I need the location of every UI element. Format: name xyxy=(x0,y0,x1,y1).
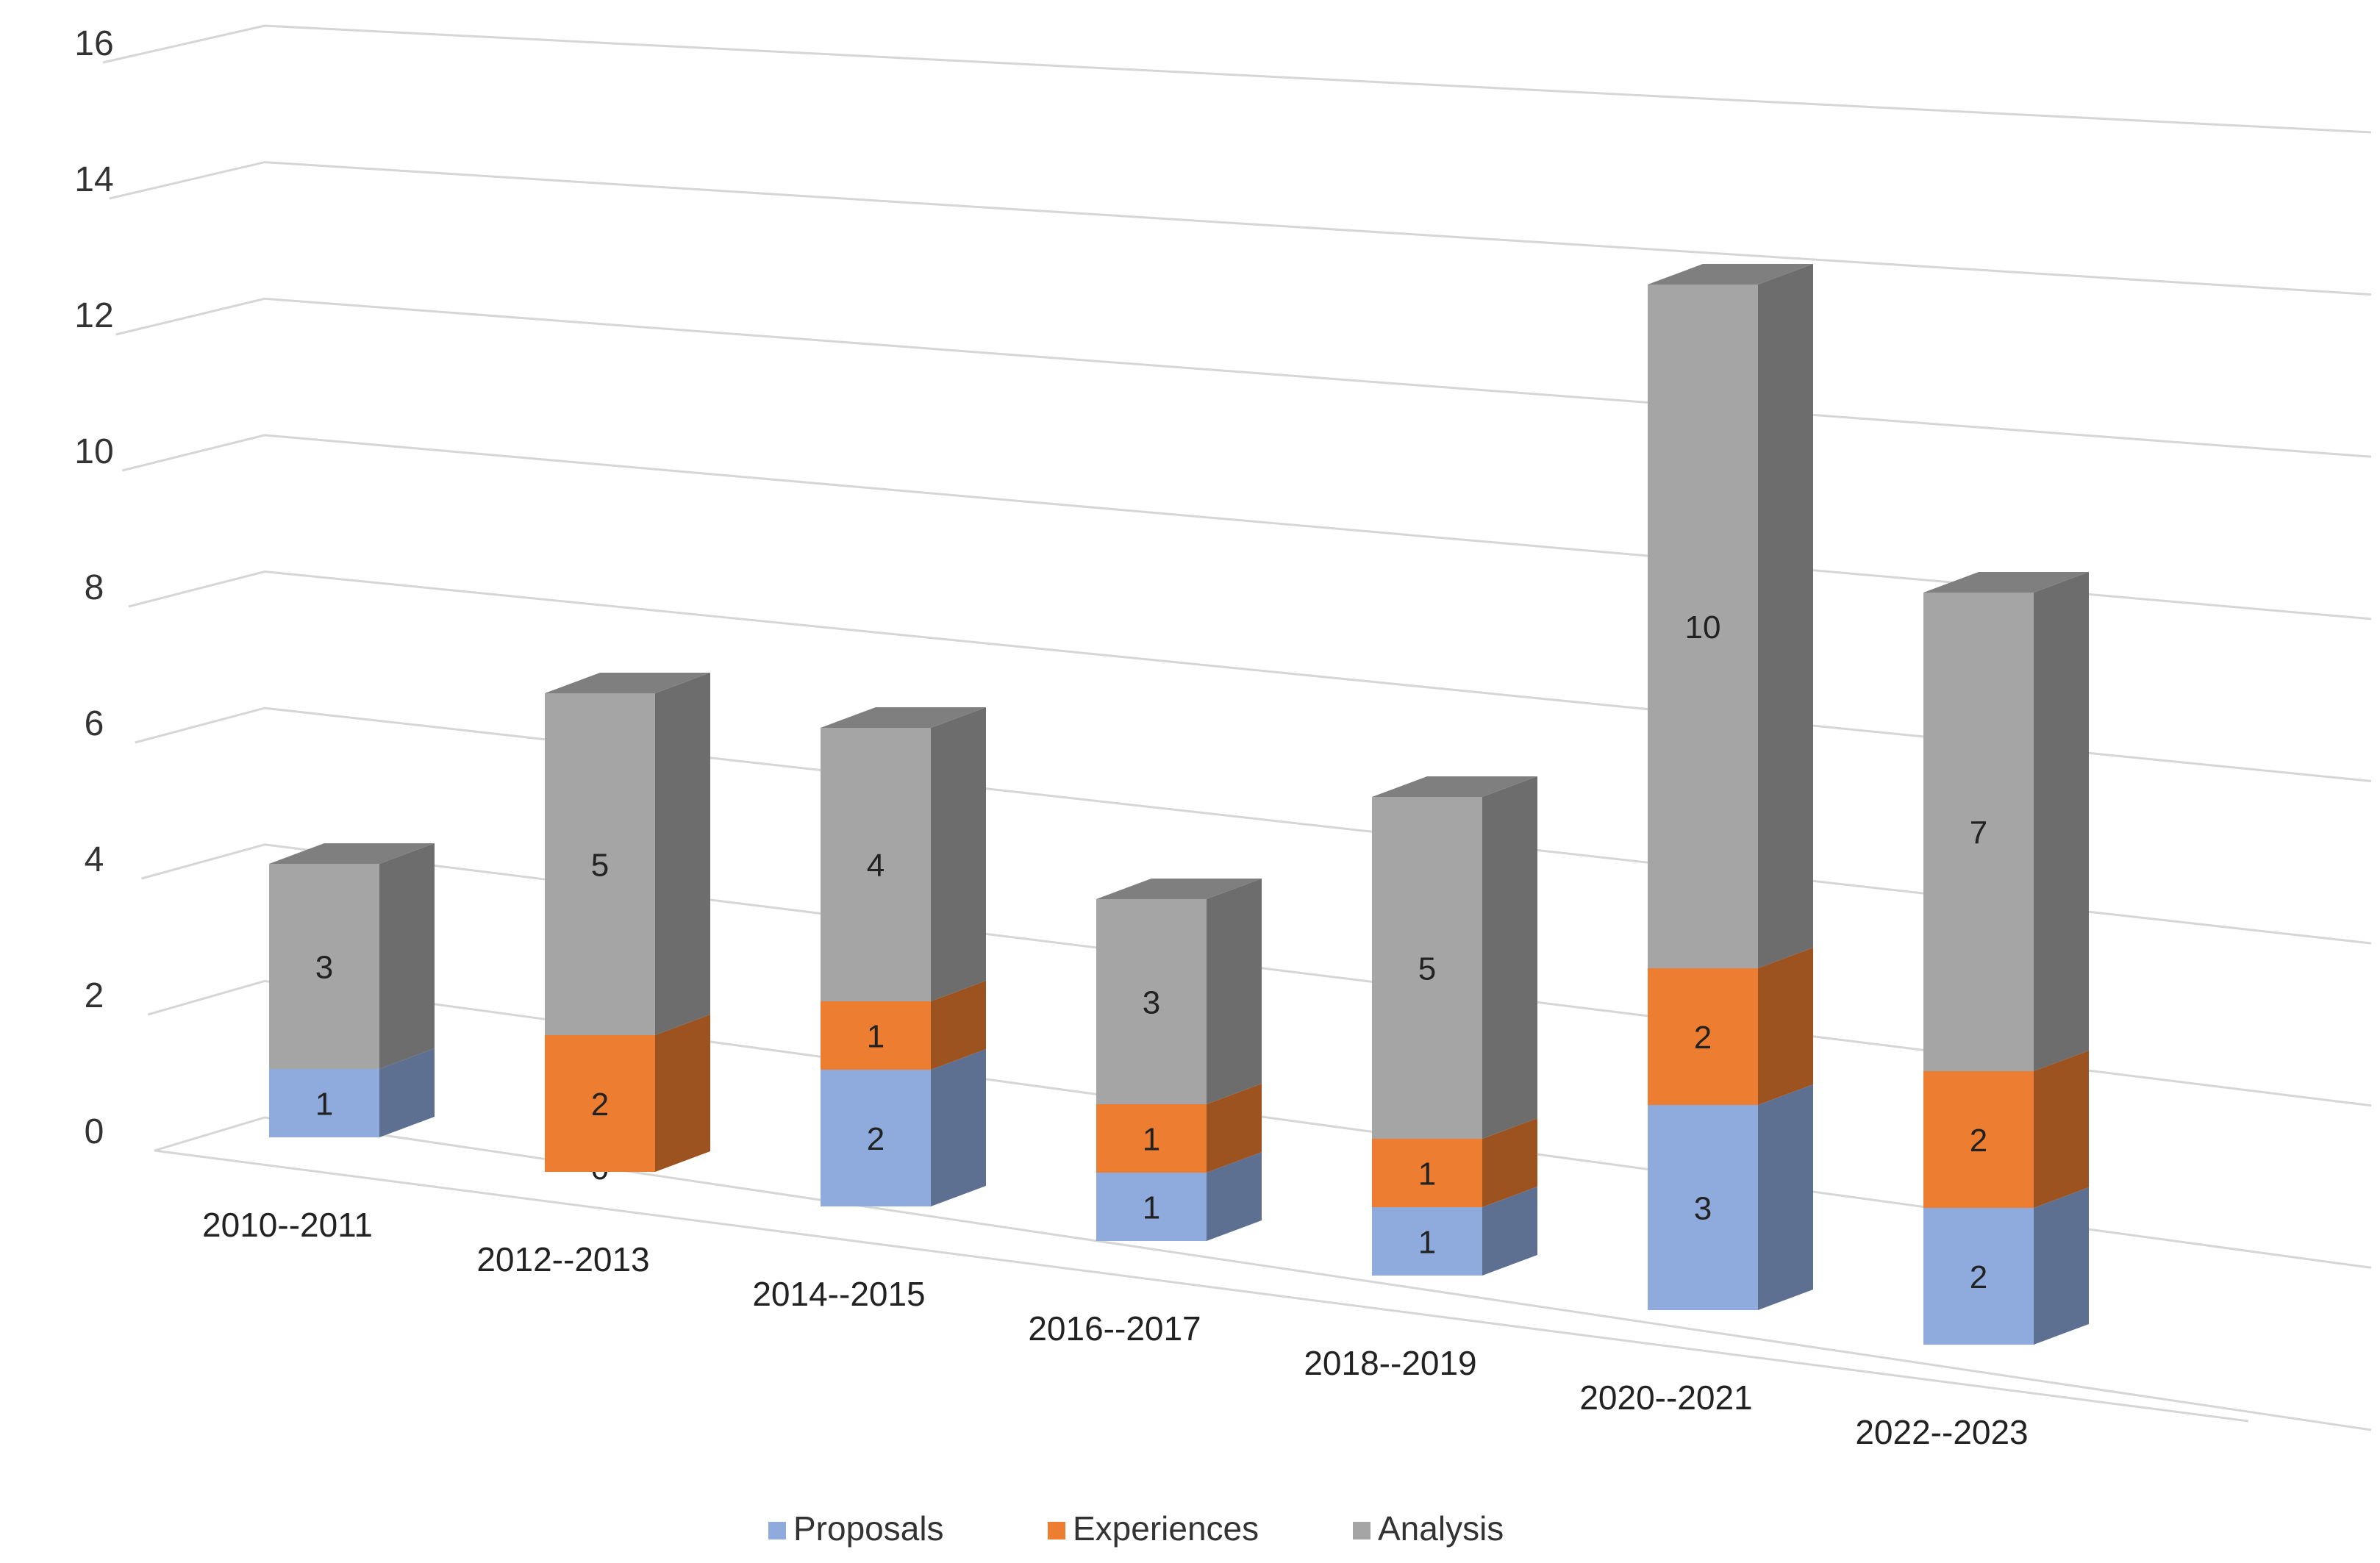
gridline xyxy=(154,1116,2372,1431)
bar-side xyxy=(655,673,710,1035)
y-tick-label: 14 xyxy=(74,160,113,199)
legend-swatch xyxy=(1353,1522,1371,1539)
bar-front xyxy=(1648,1105,1758,1310)
bar-side xyxy=(2034,1187,2089,1345)
bar-front xyxy=(821,1070,931,1206)
bar-side xyxy=(1758,264,1813,968)
x-category-label: 2010--2011 xyxy=(202,1206,373,1244)
gridline xyxy=(109,161,2372,296)
bar-side xyxy=(1758,948,1813,1105)
bar-front xyxy=(1923,1071,2034,1208)
floor-edge xyxy=(154,1149,2249,1423)
bar-side xyxy=(1482,776,1537,1139)
x-category-label: 2022--2023 xyxy=(1855,1413,2028,1451)
legend-swatch xyxy=(768,1522,786,1539)
bar-front xyxy=(545,693,655,1035)
data-label: 2 xyxy=(1694,1020,1712,1056)
data-label: 1 xyxy=(1418,1156,1436,1192)
bar-top xyxy=(1648,264,1813,285)
legend-label: Proposals xyxy=(793,1509,944,1548)
bar-side xyxy=(2034,1051,2089,1208)
x-category-label: 2018--2019 xyxy=(1304,1344,1476,1382)
bar-side xyxy=(931,981,986,1070)
bar-front xyxy=(1648,968,1758,1105)
bar-side xyxy=(2034,572,2089,1071)
legend-label: Analysis xyxy=(1378,1509,1504,1548)
data-label: 1 xyxy=(1143,1190,1160,1226)
bar-front xyxy=(1372,797,1482,1139)
data-label: 2 xyxy=(591,1087,609,1123)
y-tick-label: 12 xyxy=(74,296,113,335)
bar-front xyxy=(269,864,379,1069)
bar-front xyxy=(1096,899,1207,1104)
bar-side xyxy=(1207,1152,1262,1241)
x-category-label: 2014--2015 xyxy=(752,1275,925,1313)
data-label: 1 xyxy=(315,1087,333,1123)
data-label: 2 xyxy=(1970,1259,1987,1295)
bar-side xyxy=(379,843,435,1069)
bar-front xyxy=(1648,285,1758,968)
bar-front xyxy=(1096,1173,1207,1241)
y-tick-label: 2 xyxy=(85,976,104,1015)
gridlines xyxy=(102,24,2372,1431)
bar-side xyxy=(931,1049,986,1206)
legend-swatch xyxy=(1048,1522,1065,1539)
bar-side xyxy=(379,1048,435,1137)
bar-top xyxy=(1096,879,1262,899)
data-label: 10 xyxy=(1685,609,1721,645)
data-label: 1 xyxy=(1143,1122,1160,1158)
bar-front xyxy=(1372,1139,1482,1207)
bar-front xyxy=(269,1069,379,1137)
data-label: 3 xyxy=(1694,1191,1712,1227)
data-label: 4 xyxy=(867,848,885,884)
bar-front xyxy=(1372,1207,1482,1276)
data-label: 1 xyxy=(1418,1225,1436,1261)
bar-front xyxy=(1096,1104,1207,1173)
data-label: 7 xyxy=(1970,815,1987,851)
bar-side xyxy=(655,1015,710,1172)
legend: Proposals Experiences Analysis xyxy=(768,1509,1504,1548)
bar-front xyxy=(1923,1208,2034,1345)
gridline xyxy=(102,24,2372,134)
x-category-label: 2016--2017 xyxy=(1028,1309,1201,1348)
data-label: 5 xyxy=(1418,951,1436,987)
bar-side xyxy=(1207,1084,1262,1173)
y-tick-label: 16 xyxy=(74,24,113,63)
bar-front xyxy=(1923,593,2034,1071)
y-tick-label: 6 xyxy=(85,704,104,743)
x-axis-categories: 2010--2011 2012--2013 2014--2015 2016--2017… xyxy=(202,1206,2029,1451)
x-category-label: 2012--2013 xyxy=(476,1240,649,1278)
y-tick-label: 4 xyxy=(85,840,104,879)
bar-side xyxy=(931,707,986,1001)
bar-side xyxy=(1482,1187,1537,1276)
bar-front xyxy=(545,1035,655,1172)
bar-top xyxy=(1372,776,1537,797)
data-label: 5 xyxy=(591,848,609,884)
bar-side xyxy=(1207,879,1262,1104)
bars: 1030252141131153210227 xyxy=(269,264,2089,1345)
x-category-label: 2020--2021 xyxy=(1579,1378,1752,1417)
data-label: 3 xyxy=(1143,985,1160,1021)
bar-top xyxy=(1923,572,2089,593)
y-tick-label: 8 xyxy=(85,568,104,607)
bar-top xyxy=(269,843,435,864)
y-tick-label: 0 xyxy=(85,1112,104,1151)
bar-top xyxy=(821,707,986,728)
data-label: 3 xyxy=(315,950,333,986)
data-label: 2 xyxy=(1970,1123,1987,1159)
bar-top xyxy=(545,673,710,693)
data-label: 1 xyxy=(867,1019,885,1055)
bar-front xyxy=(821,1001,931,1070)
gridline xyxy=(115,297,2372,458)
y-axis-ticks: 0 2 4 6 8 10 12 14 16 xyxy=(74,24,113,1151)
bar-front xyxy=(821,728,931,1001)
bar-side xyxy=(1758,1084,1813,1310)
y-tick-label: 10 xyxy=(74,432,113,471)
legend-label: Experiences xyxy=(1073,1509,1259,1548)
bar-side xyxy=(1482,1118,1537,1207)
data-label: 2 xyxy=(867,1121,885,1157)
